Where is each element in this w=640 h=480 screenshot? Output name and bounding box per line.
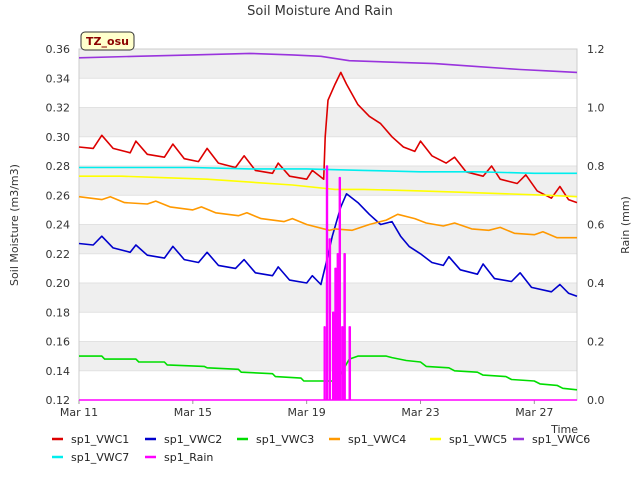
x-axis-ticks: Mar 11 Mar 15 Mar 19 Mar 23 Mar 27 — [60, 400, 553, 419]
legend-item-sp1-vwc4: sp1_VWC4 — [329, 433, 406, 446]
series-line-sp1-rain — [79, 165, 577, 401]
y-axis-label: Soil Moisture (m3/m3) — [8, 164, 21, 286]
site-badge-label: TZ_osu — [86, 35, 129, 48]
y2-axis-ticks: 0.0 0.2 0.4 0.6 0.8 1.0 1.2 — [587, 43, 605, 407]
series-line-sp1-vwc2 — [78, 193, 578, 297]
x-tick-label: Mar 27 — [515, 406, 553, 419]
x-tick-label: Mar 19 — [288, 406, 326, 419]
y2-tick-label: 1.0 — [587, 102, 605, 115]
y2-tick-label: 0.2 — [587, 336, 605, 349]
legend-item-sp1-vwc6: sp1_VWC6 — [513, 433, 590, 446]
x-tick-label: Mar 15 — [174, 406, 212, 419]
x-tick-label: Mar 23 — [401, 406, 439, 419]
y-tick-label: 0.26 — [46, 189, 71, 202]
y-tick-label: 0.28 — [46, 160, 71, 173]
series-line-sp1-vwc6 — [78, 52, 578, 74]
y-tick-label: 0.12 — [46, 394, 71, 407]
y-tick-label: 0.22 — [46, 248, 71, 261]
series-line-sp1-vwc5 — [79, 175, 578, 198]
legend-label: sp1_VWC4 — [348, 433, 406, 446]
y2-tick-label: 0.0 — [587, 394, 605, 407]
y-tick-label: 0.34 — [46, 72, 71, 85]
legend-label: sp1_VWC2 — [164, 433, 222, 446]
series-lines — [78, 52, 578, 401]
grid-band — [79, 107, 577, 137]
series-line-sp1-vwc1 — [78, 71, 578, 204]
legend-label: sp1_VWC6 — [532, 433, 590, 446]
legend-label: sp1_VWC1 — [71, 433, 129, 446]
y2-tick-label: 0.8 — [587, 160, 605, 173]
legend-item-sp1-vwc2: sp1_VWC2 — [145, 433, 222, 446]
legend-label: sp1_VWC7 — [71, 451, 129, 464]
y-tick-label: 0.36 — [46, 43, 71, 56]
legend-label: sp1_Rain — [164, 451, 213, 464]
y-tick-label: 0.18 — [46, 306, 71, 319]
y-tick-label: 0.14 — [46, 365, 71, 378]
chart-title: Soil Moisture And Rain — [247, 4, 393, 19]
y-tick-label: 0.30 — [46, 131, 71, 144]
grid-band — [79, 49, 577, 79]
legend-item-sp1-vwc7: sp1_VWC7 — [52, 451, 129, 464]
legend-item-sp1-vwc3: sp1_VWC3 — [237, 433, 314, 446]
series-line-sp1-vwc4 — [78, 195, 577, 239]
legend-label: sp1_VWC3 — [256, 433, 314, 446]
site-badge: TZ_osu — [80, 31, 135, 51]
series-line-sp1-vwc7 — [79, 166, 577, 175]
y-tick-label: 0.16 — [46, 336, 71, 349]
y-tick-label: 0.24 — [46, 219, 71, 232]
legend-item-sp1-rain: sp1_Rain — [145, 451, 213, 464]
y-axis-ticks: 0.12 0.14 0.16 0.18 0.20 0.22 0.24 0.26 0.28 0.30… — [46, 43, 71, 407]
y-tick-label: 0.20 — [46, 277, 71, 290]
legend-label: sp1_VWC5 — [449, 433, 507, 446]
legend: sp1_VWC1 sp1_VWC2 sp1_VWC3 sp1_VWC4 sp1_VWC5… — [52, 433, 590, 464]
x-tick-label: Mar 11 — [60, 406, 98, 419]
legend-item-sp1-vwc5: sp1_VWC5 — [430, 433, 507, 446]
site-badge-box — [80, 31, 135, 51]
y-tick-label: 0.32 — [46, 102, 71, 115]
y2-tick-label: 0.4 — [587, 277, 605, 290]
legend-item-sp1-vwc1: sp1_VWC1 — [52, 433, 129, 446]
y2-tick-label: 0.6 — [587, 219, 605, 232]
y2-axis-label: Rain (mm) — [619, 196, 632, 254]
y2-tick-label: 1.2 — [587, 43, 605, 56]
x-axis-label: Time — [550, 423, 578, 436]
